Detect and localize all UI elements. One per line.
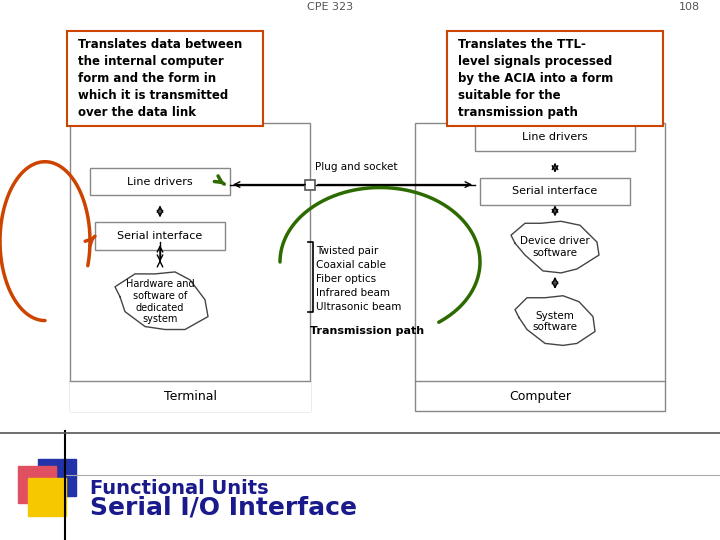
Circle shape [517, 233, 553, 269]
Text: Line drivers: Line drivers [522, 132, 588, 142]
Text: Serial interface: Serial interface [117, 231, 202, 241]
Text: Line drivers: Line drivers [127, 177, 193, 186]
FancyBboxPatch shape [475, 123, 635, 151]
FancyBboxPatch shape [90, 167, 230, 195]
Circle shape [565, 305, 595, 334]
Text: System
software: System software [533, 310, 577, 332]
Text: Transmission path: Transmission path [310, 327, 424, 336]
Circle shape [133, 260, 177, 303]
Text: Twisted pair
Coaxial cable
Fiber optics
Infrared beam
Ultrasonic beam: Twisted pair Coaxial cable Fiber optics … [316, 246, 401, 312]
Text: CPE 323: CPE 323 [307, 2, 353, 12]
FancyBboxPatch shape [67, 31, 263, 126]
FancyBboxPatch shape [70, 123, 310, 411]
Circle shape [566, 229, 598, 261]
FancyBboxPatch shape [415, 123, 665, 411]
Bar [18, 465, 56, 503]
FancyBboxPatch shape [480, 178, 630, 205]
Bar [70, 381, 310, 411]
Circle shape [529, 286, 565, 321]
Text: Computer: Computer [509, 389, 571, 402]
Text: Terminal: Terminal [163, 389, 217, 402]
Text: Translates the TTL-
level signals processed
by the ACIA into a form
suitable for: Translates the TTL- level signals proces… [458, 38, 613, 119]
Circle shape [519, 308, 555, 343]
FancyBboxPatch shape [95, 222, 225, 250]
Circle shape [117, 276, 153, 312]
Text: 108: 108 [679, 2, 700, 12]
Circle shape [120, 285, 164, 328]
Text: Serial interface: Serial interface [513, 186, 598, 197]
Bar [305, 180, 315, 190]
Text: Hardware and
software of
dedicated
system: Hardware and software of dedicated syste… [126, 279, 194, 324]
Circle shape [158, 267, 198, 307]
Text: Translates data between
the internal computer
form and the form in
which it is t: Translates data between the internal com… [78, 38, 242, 119]
Text: Serial I/O Interface: Serial I/O Interface [90, 495, 357, 519]
Circle shape [518, 301, 548, 330]
Circle shape [514, 225, 546, 257]
Circle shape [528, 211, 566, 248]
Text: Functional Units: Functional Units [90, 479, 269, 498]
Circle shape [553, 215, 589, 251]
Bar [28, 478, 66, 516]
Circle shape [150, 294, 190, 334]
Bar [38, 458, 76, 496]
Circle shape [552, 291, 586, 325]
Text: Device driver
software: Device driver software [520, 237, 590, 258]
Text: Plug and socket: Plug and socket [315, 161, 397, 172]
Circle shape [172, 284, 208, 320]
Circle shape [543, 240, 577, 274]
FancyBboxPatch shape [447, 31, 663, 126]
Circle shape [547, 315, 579, 347]
